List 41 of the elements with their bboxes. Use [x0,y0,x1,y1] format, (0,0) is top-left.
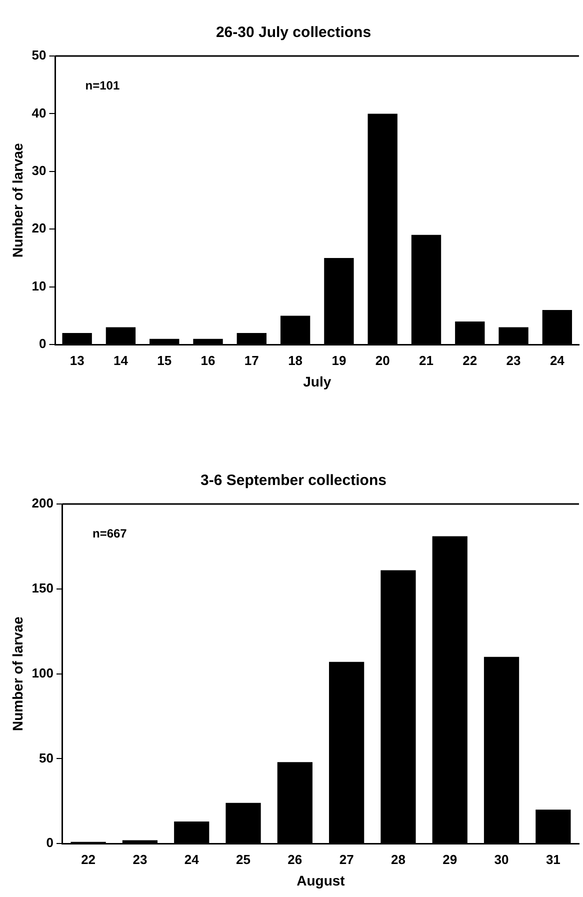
chart-title: 26-30 July collections [216,24,372,42]
x-tick-label: 29 [442,852,458,867]
x-tick-label: 21 [419,352,434,368]
x-tick-label: 30 [494,852,509,867]
x-tick-label: 16 [200,352,216,368]
x-tick-label: 19 [332,352,346,368]
x-tick-label: 14 [113,352,129,368]
y-tick-label: 0 [39,336,46,352]
y-tick-label: 50 [39,750,54,766]
x-tick-label: 17 [244,352,259,368]
x-tick-label: 27 [339,852,354,867]
y-axis-title: Number of larvae [9,616,26,731]
annotation: n=667 [92,526,128,540]
x-axis-title: August [296,872,346,888]
x-tick-label: 20 [375,352,390,368]
annotation: n=101 [85,78,120,92]
x-tick-label: 18 [288,352,303,368]
x-tick-label: 26 [288,852,302,867]
x-tick-label: 25 [236,852,251,867]
y-tick-label: 100 [32,665,54,680]
x-tick-label: 31 [546,852,560,867]
x-tick-label: 24 [550,352,566,368]
y-tick-label: 50 [32,48,46,63]
x-tick-label: 13 [70,352,84,368]
x-axis-title: July [303,373,332,390]
x-tick-label: 24 [184,852,200,867]
x-tick-label: 22 [81,852,96,867]
y-tick-label: 10 [32,278,46,294]
x-tick-label: 23 [132,852,148,867]
y-tick-label: 150 [32,580,54,596]
y-tick-label: 40 [32,105,46,120]
y-tick-label: 0 [46,835,54,850]
y-tick-label: 20 [32,220,46,236]
y-axis-title: Number of larvae [9,142,26,258]
x-tick-label: 23 [506,352,521,368]
y-tick-label: 30 [32,163,46,178]
x-tick-label: 15 [157,352,172,368]
x-tick-label: 28 [390,852,406,867]
y-tick-label: 200 [32,496,54,511]
x-tick-label: 22 [462,352,478,368]
chart-title: 3-6 September collections [200,472,386,490]
